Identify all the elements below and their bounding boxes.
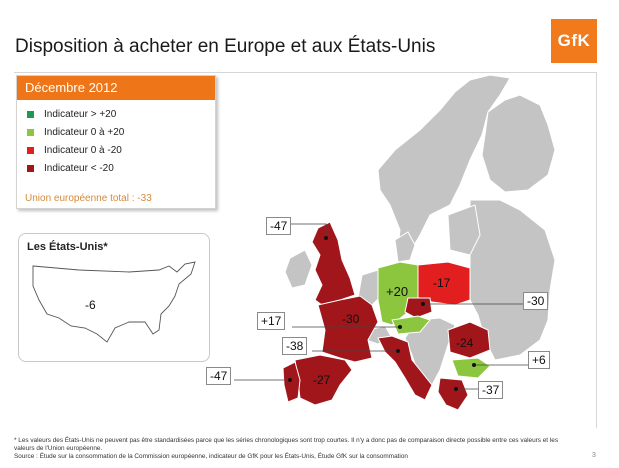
dot-uk — [324, 236, 328, 240]
callout-austria: +17 — [257, 312, 286, 330]
frame-right-line — [596, 72, 597, 428]
legend-item-label: Indicateur < -20 — [44, 162, 114, 174]
eastern-europe-shape — [469, 199, 556, 361]
greece-shape — [437, 377, 469, 411]
dot-greece — [454, 387, 458, 391]
label-poland: -17 — [433, 276, 451, 290]
us-shape — [32, 261, 196, 343]
bulgaria-shape — [451, 357, 491, 379]
legend-swatch — [27, 146, 34, 154]
us-inset: Les États-Unis* -6 — [18, 233, 210, 362]
dot-italy — [396, 349, 400, 353]
romania-shape — [447, 321, 491, 359]
uk-shape — [311, 221, 356, 306]
eu-total: Union européenne total : -33 — [25, 193, 152, 204]
dot-czech — [421, 302, 425, 306]
legend-swatch — [27, 110, 34, 118]
us-title: Les États-Unis* — [27, 241, 108, 253]
page-title: Disposition à acheter en Europe et aux É… — [15, 36, 436, 57]
legend-swatch — [27, 128, 34, 136]
legend-item-label: Indicateur 0 à -20 — [44, 144, 122, 156]
portugal-shape — [282, 361, 301, 403]
callout-uk: -47 — [266, 217, 292, 235]
frame-top-line — [14, 72, 597, 73]
legend-box: Décembre 2012 Indicateur > +20 Indicateu… — [16, 75, 216, 209]
dot-austria — [398, 325, 402, 329]
finland-shape — [481, 94, 556, 193]
legend-swatch — [27, 164, 34, 172]
label-germany: +20 — [386, 284, 409, 299]
label-romania: -24 — [456, 336, 474, 350]
france-shape — [317, 295, 379, 363]
legend-item: Indicateur > +20 — [27, 105, 215, 123]
footnote: * Les valeurs des États-Unis ne peuvent … — [14, 437, 574, 461]
austria-shape — [391, 315, 431, 335]
legend-item: Indicateur 0 à -20 — [27, 141, 215, 159]
leader-uk — [290, 223, 327, 238]
dot-bulgaria — [472, 363, 476, 367]
gfk-logo: GfK — [551, 19, 597, 63]
callout-italy: -38 — [282, 337, 308, 355]
ireland-shape — [284, 249, 313, 289]
callout-bulgaria: +6 — [528, 351, 550, 369]
footnote-line-2: Source : Étude sur la consommation de la… — [14, 453, 408, 460]
baltics-shape — [447, 204, 481, 256]
legend-item: Indicateur < -20 — [27, 159, 215, 177]
dot-portugal — [288, 378, 292, 382]
label-france: -30 — [342, 312, 360, 326]
legend-item: Indicateur 0 à +20 — [27, 123, 215, 141]
czech-shape — [404, 297, 433, 319]
benelux-shape — [357, 269, 383, 306]
us-value: -6 — [85, 298, 96, 312]
page-number: 3 — [592, 452, 596, 459]
legend-item-label: Indicateur > +20 — [44, 108, 117, 120]
callout-czech: -30 — [523, 292, 549, 310]
legend-item-label: Indicateur 0 à +20 — [44, 126, 125, 138]
callout-greece: -37 — [478, 381, 504, 399]
us-map — [32, 261, 196, 343]
italy-shape — [377, 335, 433, 401]
footnote-line-1: * Les valeurs des États-Unis ne peuvent … — [14, 437, 559, 452]
legend-header: Décembre 2012 — [17, 76, 215, 100]
callout-portugal: -47 — [206, 367, 232, 385]
label-spain: -27 — [313, 373, 331, 387]
denmark-shape — [394, 231, 416, 263]
